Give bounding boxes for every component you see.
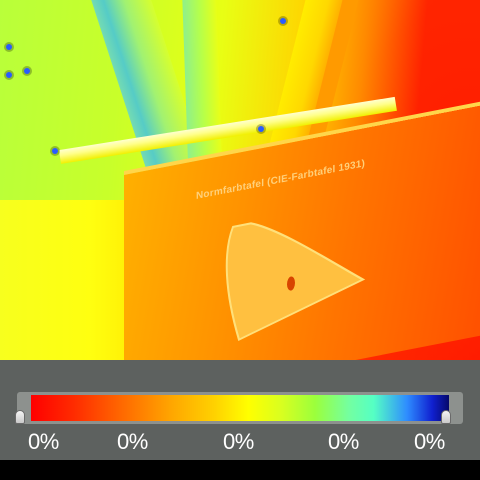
scale-label-3: 0%: [328, 429, 359, 454]
color-scale-bar: [15, 392, 463, 424]
ceiling-fixture: [6, 72, 12, 78]
ceiling-fixture: [6, 44, 12, 50]
thermal-image-view: Normfarbtafel (CIE-Farbtafel 1931) 0.90.…: [0, 0, 480, 360]
bottom-bar: [0, 460, 480, 480]
poster-title: Normfarbtafel (CIE-Farbtafel 1931): [196, 158, 366, 203]
scale-label-1: 0%: [117, 429, 148, 454]
cie-chart-poster: Normfarbtafel (CIE-Farbtafel 1931) 0.90.…: [124, 105, 480, 360]
ceiling-fixture: [280, 18, 286, 24]
ceiling-fixture: [24, 68, 30, 74]
scale-label-0: 0%: [28, 429, 59, 454]
color-scale-gradient: [31, 395, 449, 421]
range-min-handle[interactable]: [15, 410, 25, 424]
scale-label-2: 0%: [223, 429, 254, 454]
scale-label-4: 0%: [414, 429, 445, 454]
ceiling-fixture: [52, 148, 58, 154]
ceiling-fixture: [258, 126, 264, 132]
range-max-handle[interactable]: [441, 410, 451, 424]
cie-diagram-graphic: 0.90.80.7 0.60.50.4: [225, 222, 366, 342]
color-scale-panel: 0% 0% 0% 0% 0%: [0, 360, 480, 460]
